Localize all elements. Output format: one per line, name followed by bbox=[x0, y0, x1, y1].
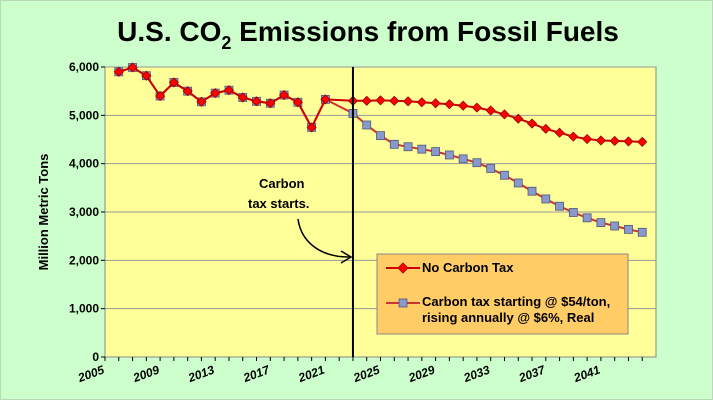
x-tick-label: 2041 bbox=[571, 363, 602, 386]
data-point-no-tax bbox=[168, 77, 179, 88]
y-tick-label: 3,000 bbox=[69, 205, 99, 219]
y-tick-label: 2,000 bbox=[69, 253, 99, 267]
x-tick-label: 2033 bbox=[461, 363, 492, 386]
data-point-no-tax bbox=[182, 86, 193, 97]
data-point-no-tax bbox=[196, 96, 207, 107]
chart-title-subscript: 2 bbox=[221, 33, 231, 53]
data-point-carbon-tax bbox=[582, 213, 592, 223]
y-tick-label: 1,000 bbox=[69, 302, 99, 316]
x-tick-label: 2005 bbox=[75, 363, 106, 386]
x-tick-label: 2009 bbox=[130, 363, 161, 386]
x-tick-label: 2013 bbox=[185, 363, 216, 386]
data-point-carbon-tax bbox=[389, 139, 399, 149]
x-axis-ticks: 2005 2009 2013 2017 2021 2025 2029 2033 2037 2041 bbox=[75, 357, 643, 386]
annotation-line-1: Carbon bbox=[259, 176, 305, 191]
data-point-carbon-tax bbox=[637, 227, 647, 237]
data-point-no-tax bbox=[155, 90, 166, 102]
legend-item-carbon-tax: Carbon tax starting @ $54/ton, rising an… bbox=[386, 294, 614, 325]
data-point-no-tax bbox=[499, 109, 510, 120]
data-point-no-tax bbox=[375, 95, 386, 106]
data-point-no-tax bbox=[595, 135, 606, 146]
data-point-no-tax bbox=[223, 85, 235, 96]
data-point-no-tax bbox=[237, 92, 248, 103]
data-point-no-tax bbox=[540, 123, 551, 134]
legend-label-carbon-tax: Carbon tax starting @ $54/ton, rising an… bbox=[422, 294, 614, 325]
data-point-no-tax bbox=[320, 94, 331, 105]
y-tick-label: 0 bbox=[92, 350, 99, 364]
legend-label-carbon-tax-line-2: rising annually @ $6%, Real bbox=[422, 310, 594, 325]
data-point-carbon-tax bbox=[486, 164, 496, 173]
data-point-no-tax bbox=[582, 133, 593, 145]
data-point-carbon-tax bbox=[610, 221, 620, 231]
data-point-carbon-tax bbox=[444, 150, 454, 160]
data-point-no-tax bbox=[458, 100, 469, 111]
chart-title-main: U.S. CO bbox=[117, 16, 221, 47]
data-point-no-tax bbox=[485, 105, 496, 116]
data-point-carbon-tax bbox=[431, 147, 441, 156]
legend-marker-diamond bbox=[397, 262, 409, 274]
x-tick-label: 2025 bbox=[351, 363, 382, 386]
data-point-no-tax bbox=[609, 135, 620, 147]
data-point-no-tax bbox=[127, 62, 138, 73]
data-point-no-tax bbox=[526, 118, 538, 129]
annotation-line-2: tax starts. bbox=[248, 196, 309, 211]
y-tick-label: 6,000 bbox=[69, 60, 99, 74]
data-point-carbon-tax bbox=[376, 131, 385, 141]
series-layer bbox=[113, 62, 648, 237]
data-point-no-tax bbox=[623, 136, 634, 147]
data-point-carbon-tax bbox=[624, 224, 633, 234]
data-point-no-tax bbox=[554, 127, 565, 138]
data-point-carbon-tax bbox=[527, 186, 537, 196]
legend-item-no-tax: No Carbon Tax bbox=[386, 260, 514, 275]
data-point-carbon-tax bbox=[458, 154, 468, 164]
chart-title: U.S. CO2 Emissions from Fossil Fuels bbox=[117, 16, 619, 53]
data-point-no-tax bbox=[402, 96, 414, 107]
data-point-carbon-tax bbox=[568, 208, 578, 217]
x-tick-label: 2037 bbox=[516, 362, 548, 385]
data-point-no-tax bbox=[568, 131, 579, 142]
annotation-text: Carbon tax starts. bbox=[248, 176, 309, 211]
data-point-no-tax bbox=[306, 122, 317, 133]
data-point-carbon-tax bbox=[513, 178, 523, 188]
data-point-no-tax bbox=[279, 89, 290, 101]
data-point-no-tax bbox=[210, 88, 221, 99]
data-point-carbon-tax bbox=[417, 144, 427, 154]
data-point-no-tax bbox=[513, 113, 524, 124]
x-tick-label: 2029 bbox=[406, 363, 437, 386]
y-axis-label: Million Metric Tons bbox=[36, 154, 51, 271]
y-tick-label: 5,000 bbox=[69, 108, 99, 122]
legend: No Carbon Tax Carbon tax starting @ $54/… bbox=[376, 253, 629, 335]
data-point-no-tax bbox=[637, 136, 648, 147]
legend-label-no-tax: No Carbon Tax bbox=[422, 260, 514, 275]
data-point-no-tax bbox=[113, 66, 124, 77]
data-point-no-tax bbox=[251, 96, 262, 107]
data-point-no-tax bbox=[444, 99, 455, 110]
legend-marker-square bbox=[398, 298, 408, 308]
data-point-no-tax bbox=[265, 98, 276, 109]
data-point-no-tax bbox=[389, 95, 400, 106]
data-point-carbon-tax bbox=[362, 120, 372, 130]
data-point-carbon-tax bbox=[500, 170, 509, 180]
data-point-no-tax bbox=[416, 97, 427, 108]
data-point-carbon-tax bbox=[403, 142, 413, 152]
data-point-carbon-tax bbox=[555, 201, 564, 211]
y-axis-ticks: 0 1,000 2,000 3,000 4,000 5,000 6,000 bbox=[69, 60, 105, 364]
data-point-carbon-tax bbox=[541, 194, 551, 204]
chart-title-rest: Emissions from Fossil Fuels bbox=[231, 16, 618, 47]
x-tick-label: 2021 bbox=[296, 363, 327, 386]
data-point-no-tax bbox=[361, 95, 372, 106]
data-point-no-tax bbox=[471, 102, 482, 113]
data-point-no-tax bbox=[292, 97, 303, 108]
data-point-no-tax bbox=[141, 70, 152, 81]
data-point-no-tax bbox=[430, 98, 441, 109]
data-point-carbon-tax bbox=[596, 218, 606, 228]
x-tick-label: 2017 bbox=[241, 362, 273, 385]
annotation-arrow bbox=[297, 218, 350, 258]
legend-label-carbon-tax-line-1: Carbon tax starting @ $54/ton, bbox=[422, 294, 610, 309]
annotation-arrowhead bbox=[340, 250, 353, 264]
y-tick-label: 4,000 bbox=[69, 157, 99, 171]
data-point-carbon-tax bbox=[472, 158, 482, 168]
